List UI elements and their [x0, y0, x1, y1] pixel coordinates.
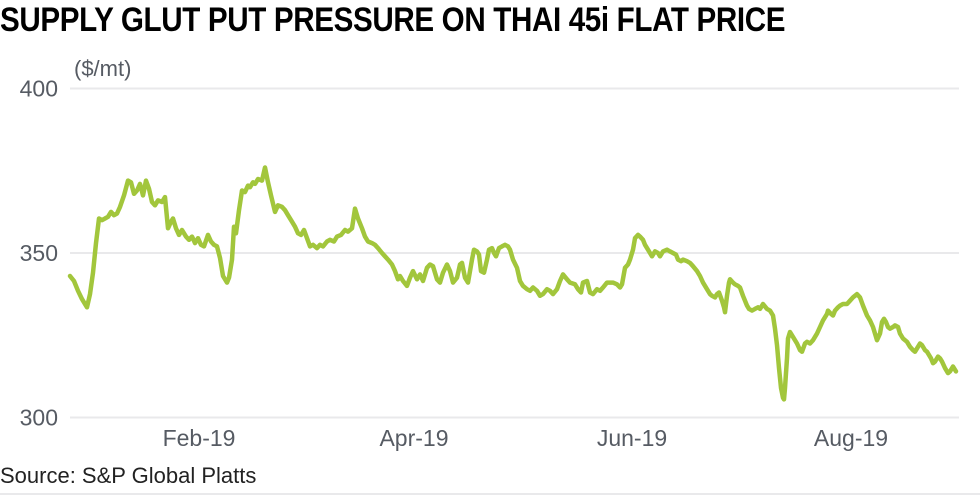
y-tick-label-400: 400 [20, 76, 58, 102]
y-tick-label-350: 350 [20, 240, 58, 266]
y-tick-label-300: 300 [20, 405, 58, 431]
y-axis-unit-label: ($/mt) [74, 56, 132, 81]
x-tick-label-feb-19: Feb-19 [163, 425, 236, 451]
price-line [67, 165, 959, 402]
x-tick-label-jun-19: Jun-19 [597, 425, 667, 451]
x-tick-label-apr-19: Apr-19 [379, 425, 448, 451]
x-tick-label-aug-19: Aug-19 [814, 425, 888, 451]
chart-title: SUPPLY GLUT PUT PRESSURE ON THAI 45i FLA… [0, 1, 786, 39]
source-note: Source: S&P Global Platts [0, 463, 257, 488]
